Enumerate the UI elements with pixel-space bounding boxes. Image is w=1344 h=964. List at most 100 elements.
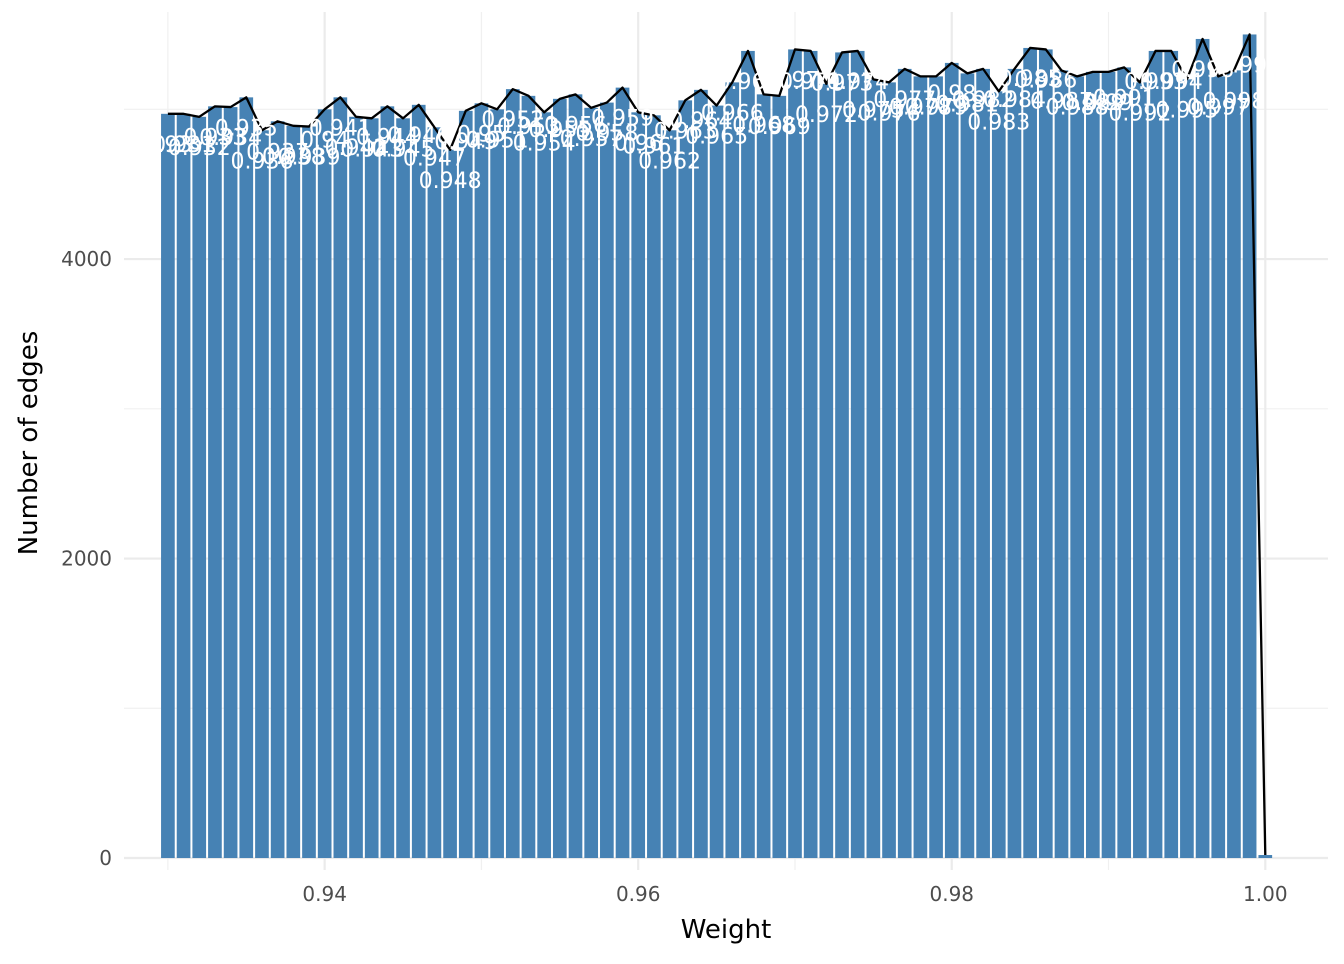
histogram-bar xyxy=(803,50,818,859)
bar-value-label: 0.947 xyxy=(403,146,466,171)
bar-value-label: 0.995 xyxy=(1155,98,1218,123)
bar-value-label: 0.937 xyxy=(246,140,309,165)
histogram-bar xyxy=(584,107,599,859)
bar-value-label: 0.99 xyxy=(1084,91,1133,116)
bar-value-label: 0.95 xyxy=(457,122,506,147)
bar-value-label: 0.93 xyxy=(143,133,192,158)
bar-value-label: 0.985 xyxy=(999,67,1062,92)
bar-value-label: 0.976 xyxy=(858,101,921,126)
bar-value-label: 0.964 xyxy=(669,109,732,134)
histogram-bar xyxy=(913,76,928,859)
histogram-bar xyxy=(709,105,724,859)
histogram-bar xyxy=(991,91,1006,859)
bar-value-label: 0.965 xyxy=(685,125,748,150)
histogram-bar xyxy=(1117,67,1132,859)
bar-value-label: 0.952 xyxy=(481,108,544,133)
histogram-bar xyxy=(694,89,708,859)
histogram-bar xyxy=(1242,34,1257,859)
histogram-bar xyxy=(835,52,849,859)
bar-value-label: 0.96 xyxy=(614,131,663,156)
histogram-bar xyxy=(1054,70,1069,859)
histogram-bar xyxy=(1101,71,1116,859)
bar-value-label: 0.934 xyxy=(199,126,262,151)
histogram-bar xyxy=(1038,49,1053,859)
bar-value-label: 0.97 xyxy=(770,68,819,93)
bar-value-label: 0.993 xyxy=(1124,70,1187,95)
bar-value-label: 0.977 xyxy=(873,88,936,113)
x-tick-label: 0.96 xyxy=(616,882,661,906)
bar-value-label: 1 xyxy=(1258,874,1272,899)
histogram-bar xyxy=(819,83,834,859)
bar-value-label: 0.973 xyxy=(811,71,874,96)
bar-value-label: 0.938 xyxy=(262,145,325,170)
histogram-bar xyxy=(944,62,959,859)
x-tick-label: 0.98 xyxy=(929,882,974,906)
histogram-bar xyxy=(960,73,975,859)
y-tick-label: 4000 xyxy=(61,247,112,271)
histogram-bar xyxy=(631,112,646,859)
x-axis-title: Weight xyxy=(681,915,772,945)
bar-value-label: 0.983 xyxy=(967,110,1030,135)
bar-value-label: 0.967 xyxy=(716,70,779,95)
bar-value-label: 0.966 xyxy=(701,101,764,126)
bar-value-label: 0.999 xyxy=(1218,53,1281,78)
bar-value-label: 0.956 xyxy=(544,113,607,138)
bar-value-label: 0.961 xyxy=(622,134,685,159)
histogram-bar xyxy=(866,79,881,859)
y-axis-title: Number of edges xyxy=(14,331,44,556)
bar-value-label: 0.942 xyxy=(325,136,388,161)
bar-value-label: 0.992 xyxy=(1108,101,1171,126)
y-axis-ticks: 0 2000 4000 xyxy=(61,247,112,870)
bar-value-label: 0.982 xyxy=(952,88,1015,113)
histogram-bar xyxy=(772,95,787,859)
bars-group xyxy=(161,34,1273,859)
histogram-bar xyxy=(1164,50,1179,859)
histogram-bar xyxy=(1086,71,1100,859)
bar-value-label: 0.991 xyxy=(1093,86,1156,111)
histogram-bar xyxy=(161,113,175,859)
histogram-bar xyxy=(1227,70,1241,859)
histogram-bar xyxy=(850,50,865,859)
histogram-bar xyxy=(615,87,630,859)
bar-value-label: 0.981 xyxy=(936,92,999,117)
bar-value-label: 0.954 xyxy=(513,131,576,156)
y-tick-label: 2000 xyxy=(61,547,112,571)
bar-value-label: 0.975 xyxy=(842,98,905,123)
bar-value-label: 0.949 xyxy=(434,130,497,155)
histogram-bar xyxy=(1007,68,1022,859)
histogram-bar xyxy=(1258,855,1273,859)
bar-value-label: 0.945 xyxy=(372,137,435,162)
x-tick-label: 0.94 xyxy=(302,882,347,906)
bar-value-label: 0.988 xyxy=(1046,95,1109,120)
histogram-bar xyxy=(380,106,395,859)
histogram-bar xyxy=(552,98,567,859)
histogram-bar xyxy=(678,100,693,859)
bar-value-label: 0.932 xyxy=(168,136,231,161)
histogram-bar xyxy=(662,130,677,859)
histogram-bar xyxy=(1180,79,1194,859)
histogram-bar xyxy=(396,118,410,859)
histogram-bar xyxy=(929,76,943,859)
histogram-bar xyxy=(882,82,896,859)
histogram-bar xyxy=(443,149,457,859)
bar-value-label: 0.944 xyxy=(356,125,419,150)
bar-value-label: 0.963 xyxy=(654,119,717,144)
histogram-bar xyxy=(317,109,332,859)
histogram-bar xyxy=(647,115,661,859)
histogram-bar xyxy=(1133,82,1147,859)
histogram-bar xyxy=(208,106,222,859)
histogram-bar xyxy=(600,102,614,859)
bar-value-label: 0.958 xyxy=(575,122,638,147)
histogram-bar xyxy=(192,116,207,859)
bar-value-label: 0.936 xyxy=(230,149,293,174)
bar-value-label: 0.969 xyxy=(748,115,811,140)
histogram-bar xyxy=(1195,38,1210,859)
histogram-bar xyxy=(239,97,254,859)
histogram-bar xyxy=(427,127,442,859)
histogram-bar xyxy=(286,125,301,859)
histogram-bar xyxy=(176,113,191,859)
histogram-bar xyxy=(411,104,426,859)
bar-value-label: 0.939 xyxy=(277,146,340,171)
